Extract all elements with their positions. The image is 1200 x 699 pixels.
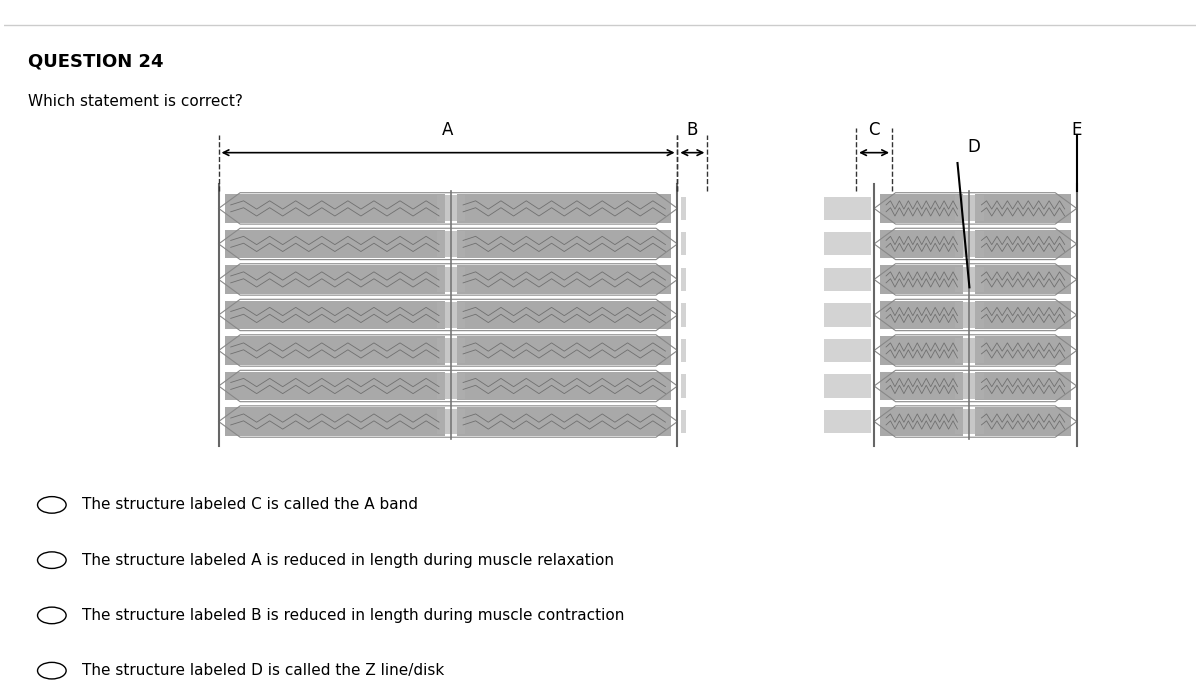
Bar xyxy=(437,302,466,328)
Bar xyxy=(457,194,672,223)
Bar xyxy=(457,408,672,436)
Bar xyxy=(457,336,672,365)
Bar xyxy=(682,197,685,220)
Bar xyxy=(437,266,466,292)
Text: The structure labeled C is called the A band: The structure labeled C is called the A … xyxy=(82,498,418,512)
Bar xyxy=(224,336,445,365)
Text: B: B xyxy=(686,121,698,139)
Bar xyxy=(976,301,1070,329)
Bar xyxy=(824,339,870,362)
Bar xyxy=(224,265,445,294)
Bar xyxy=(457,372,672,401)
Bar xyxy=(880,265,964,294)
Bar xyxy=(976,194,1070,223)
Bar xyxy=(682,410,685,433)
Bar xyxy=(682,268,685,291)
Text: The structure labeled A is reduced in length during muscle relaxation: The structure labeled A is reduced in le… xyxy=(82,553,613,568)
Bar xyxy=(457,229,672,258)
Bar xyxy=(976,336,1070,365)
Text: The structure labeled D is called the Z line/disk: The structure labeled D is called the Z … xyxy=(82,663,444,678)
Bar xyxy=(457,265,672,294)
Bar xyxy=(682,375,685,398)
Text: The structure labeled B is reduced in length during muscle contraction: The structure labeled B is reduced in le… xyxy=(82,608,624,623)
Bar xyxy=(880,336,964,365)
Bar xyxy=(976,408,1070,436)
Bar xyxy=(880,194,964,223)
Bar xyxy=(437,373,466,399)
Bar xyxy=(457,301,672,329)
Bar xyxy=(976,372,1070,401)
Bar xyxy=(224,229,445,258)
Bar xyxy=(224,301,445,329)
Bar xyxy=(682,339,685,362)
Bar xyxy=(224,408,445,436)
Bar xyxy=(682,303,685,326)
Text: QUESTION 24: QUESTION 24 xyxy=(28,52,163,71)
Bar xyxy=(880,229,964,258)
Bar xyxy=(976,265,1070,294)
Bar xyxy=(955,266,984,292)
Bar xyxy=(955,231,984,257)
Bar xyxy=(224,194,445,223)
Bar xyxy=(955,373,984,399)
Bar xyxy=(437,231,466,257)
Bar xyxy=(824,410,870,433)
Bar xyxy=(824,268,870,291)
Bar xyxy=(437,196,466,222)
Bar xyxy=(682,232,685,255)
Text: C: C xyxy=(869,121,880,139)
Text: E: E xyxy=(1072,121,1082,139)
Bar xyxy=(224,372,445,401)
Bar xyxy=(880,301,964,329)
Bar xyxy=(824,303,870,326)
Bar xyxy=(437,409,466,435)
Bar xyxy=(824,232,870,255)
Text: A: A xyxy=(443,121,454,139)
Text: D: D xyxy=(967,138,980,156)
Bar xyxy=(437,338,466,363)
Text: Which statement is correct?: Which statement is correct? xyxy=(28,94,242,109)
Bar xyxy=(955,409,984,435)
Bar xyxy=(955,196,984,222)
Bar xyxy=(955,302,984,328)
Bar xyxy=(824,375,870,398)
Bar xyxy=(880,408,964,436)
Bar xyxy=(824,197,870,220)
Bar xyxy=(880,372,964,401)
Bar xyxy=(976,229,1070,258)
Bar xyxy=(955,338,984,363)
